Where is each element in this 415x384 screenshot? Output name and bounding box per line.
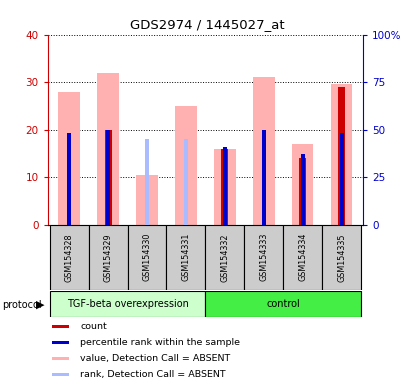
Text: ▶: ▶: [37, 300, 45, 310]
Text: GSM154329: GSM154329: [104, 233, 112, 281]
Bar: [50, 225, 89, 290]
Text: count: count: [81, 323, 107, 331]
Bar: [50, 291, 205, 317]
Bar: [301, 154, 305, 225]
Text: GSM154334: GSM154334: [298, 233, 307, 281]
Bar: [338, 87, 345, 225]
Bar: [52, 341, 69, 344]
Text: GSM154330: GSM154330: [142, 233, 151, 281]
Text: TGF-beta overexpression: TGF-beta overexpression: [67, 299, 188, 309]
Bar: [322, 225, 361, 290]
Text: GDS2974 / 1445027_at: GDS2974 / 1445027_at: [130, 18, 285, 31]
Bar: [262, 130, 266, 225]
Bar: [145, 139, 149, 225]
Bar: [283, 225, 322, 290]
Bar: [223, 147, 227, 225]
Bar: [136, 175, 158, 225]
Bar: [253, 77, 275, 225]
Bar: [89, 225, 127, 290]
Bar: [52, 357, 69, 360]
Bar: [214, 149, 236, 225]
Text: GSM154332: GSM154332: [220, 233, 229, 281]
Bar: [340, 133, 344, 225]
Bar: [106, 130, 110, 225]
Bar: [127, 225, 166, 290]
Bar: [67, 133, 71, 225]
Bar: [166, 225, 205, 290]
Text: protocol: protocol: [2, 300, 42, 310]
Text: GSM154333: GSM154333: [259, 233, 269, 281]
Bar: [205, 225, 244, 290]
Text: percentile rank within the sample: percentile rank within the sample: [81, 338, 240, 347]
Bar: [205, 291, 361, 317]
Bar: [105, 130, 112, 225]
Bar: [175, 106, 197, 225]
Text: GSM154335: GSM154335: [337, 233, 346, 281]
Text: rank, Detection Call = ABSENT: rank, Detection Call = ABSENT: [81, 370, 226, 379]
Bar: [299, 158, 306, 225]
Bar: [59, 92, 80, 225]
Text: value, Detection Call = ABSENT: value, Detection Call = ABSENT: [81, 354, 231, 363]
Bar: [98, 73, 119, 225]
Bar: [52, 373, 69, 376]
Bar: [244, 225, 283, 290]
Bar: [292, 144, 313, 225]
Text: control: control: [266, 299, 300, 309]
Text: GSM154331: GSM154331: [181, 233, 190, 281]
Text: GSM154328: GSM154328: [65, 233, 73, 281]
Bar: [221, 149, 228, 225]
Bar: [184, 139, 188, 225]
Bar: [331, 84, 352, 225]
Bar: [52, 325, 69, 328]
